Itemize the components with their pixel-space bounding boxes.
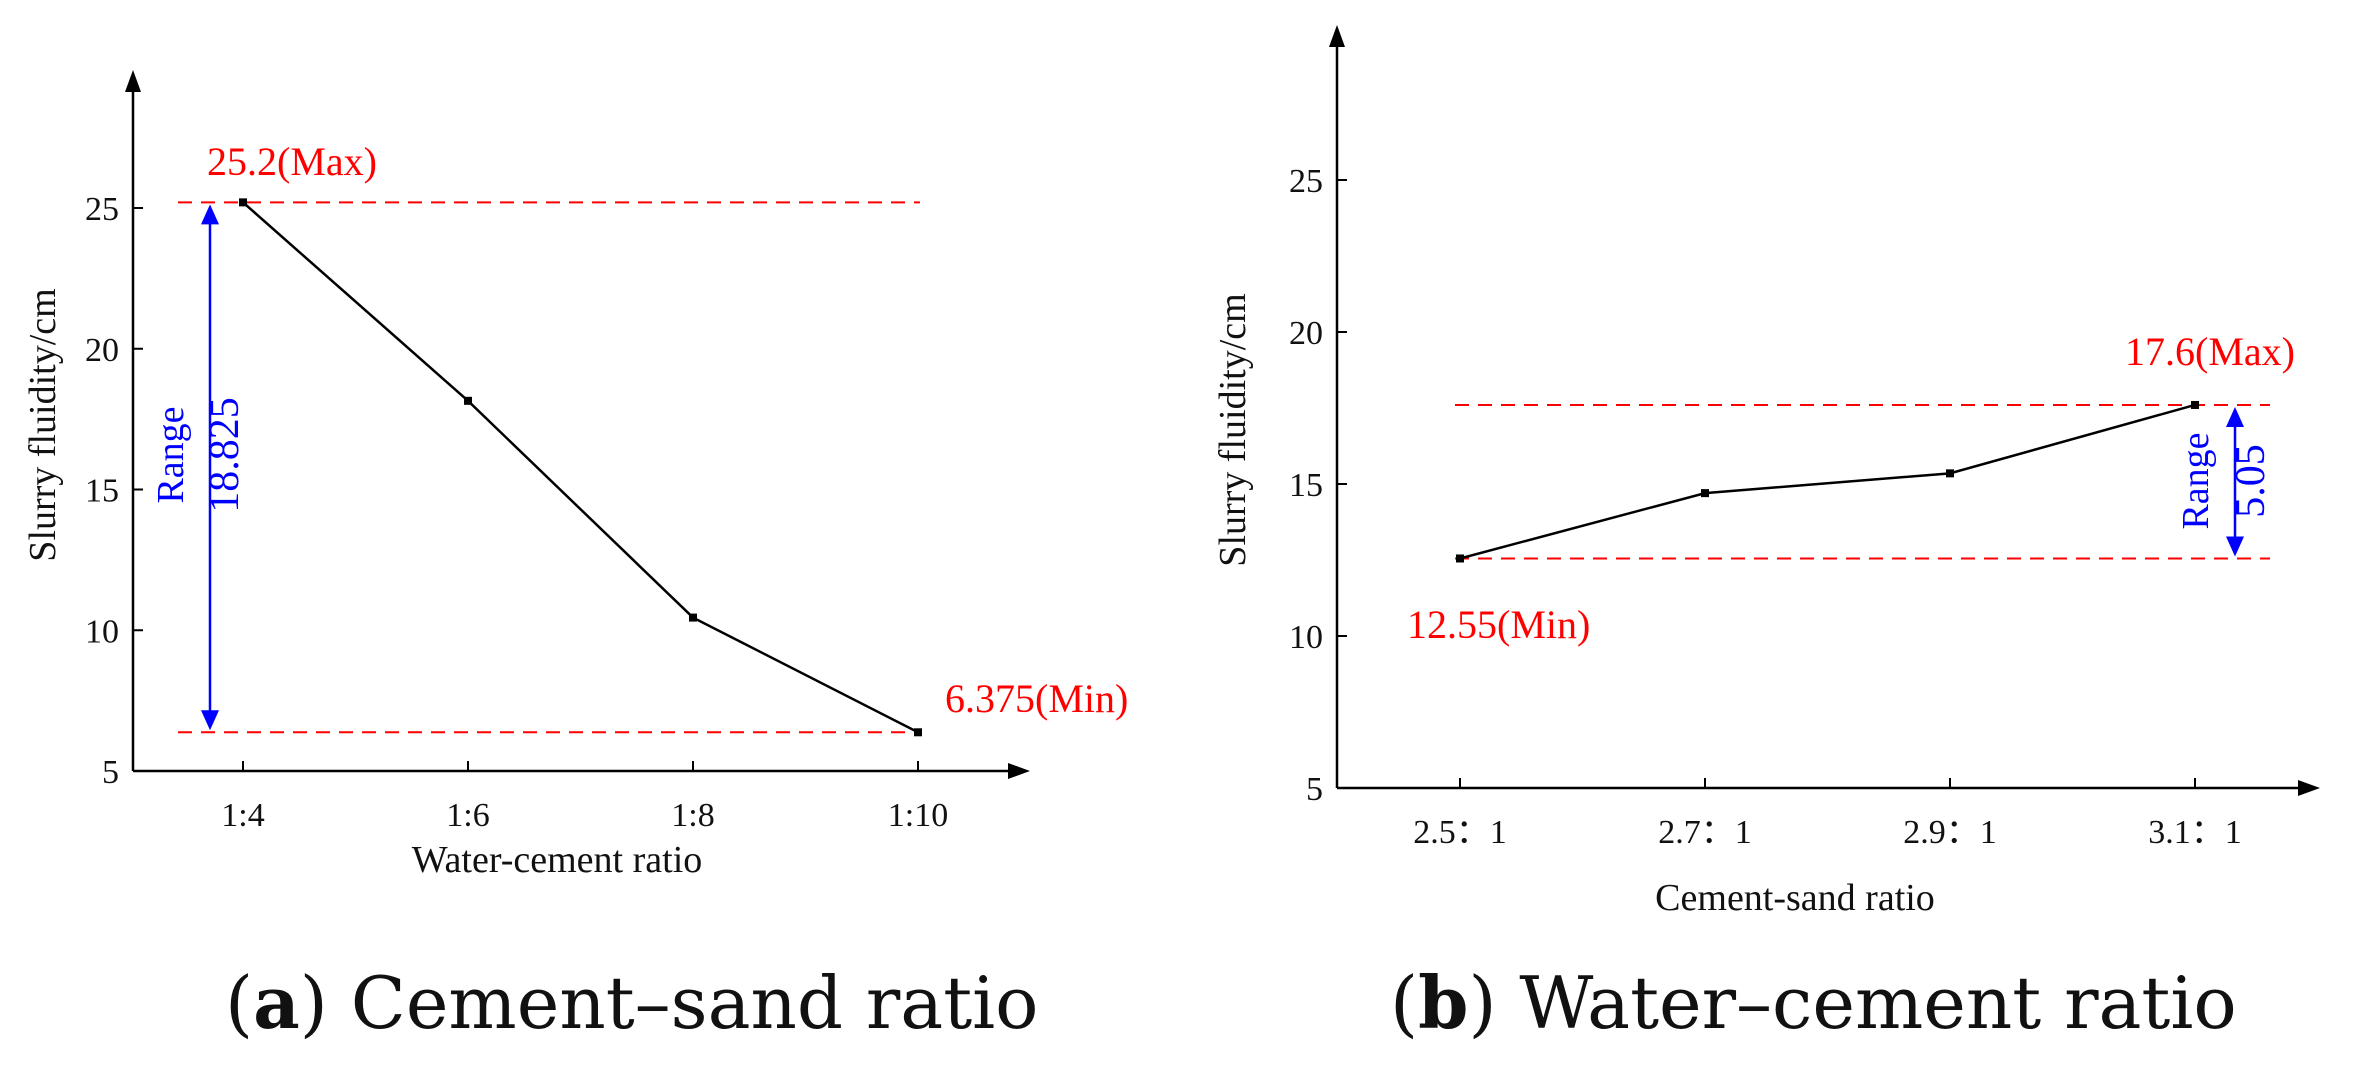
caption-b-text: Water–cement ratio	[1519, 961, 2237, 1045]
y-axis-arrow-b	[1329, 25, 1345, 47]
chart-panel-b: 5 10 15 20 25 2.5：1 2.7：1 2.9：1 3.1：1 Cement-sand…	[1212, 25, 2320, 919]
caption-a-text: Cement–sand ratio	[350, 961, 1039, 1045]
range-arrow-head-top-b	[2226, 406, 2244, 427]
max-label-a: 25.2(Max)	[207, 139, 377, 184]
y-axis-arrow-a	[125, 70, 141, 92]
data-point-b-0	[1456, 554, 1464, 563]
range-arrow-head-top-a	[201, 204, 219, 225]
caption-b: (b) Water–cement ratio	[1390, 960, 2237, 1045]
y-tick-label-a-5: 5	[102, 754, 119, 791]
y-tick-label-a-15: 15	[85, 473, 119, 510]
min-label-b: 12.55(Min)	[1407, 602, 1590, 647]
x-tick-label-a-3: 1:10	[888, 797, 948, 834]
x-axis-arrow-a	[1008, 763, 1030, 779]
series-line-a	[242, 201, 919, 734]
x-tick-label-a-0: 1:4	[221, 797, 264, 834]
data-point-a-0	[239, 198, 247, 207]
caption-a-letter: a	[253, 960, 300, 1045]
data-point-b-3	[2191, 400, 2199, 409]
x-tick-label-b-2: 2.9：1	[1903, 814, 1997, 851]
y-tick-label-b-5: 5	[1306, 771, 1323, 808]
x-axis-arrow-b	[2298, 780, 2320, 796]
max-label-b: 17.6(Max)	[2125, 329, 2295, 374]
y-tick-label-a-25: 25	[85, 191, 119, 228]
chart-panel-a: 5 10 15 20 25 1:4 1:6 1:8 1:10 Water-cement ratio…	[22, 70, 1128, 881]
data-point-a-1	[464, 396, 472, 405]
y-tick-label-a-20: 20	[85, 332, 119, 369]
y-axis-label-b: Slurry fluidity/cm	[1212, 293, 1254, 566]
x-tick-label-a-2: 1:8	[671, 797, 714, 834]
range-value-b: 5.05	[2228, 444, 2274, 518]
data-point-b-1	[1701, 489, 1709, 498]
data-point-a-2	[689, 613, 697, 622]
caption-b-letter: b	[1418, 960, 1469, 1045]
range-word-a: Range	[150, 406, 192, 503]
x-tick-label-a-1: 1:6	[446, 797, 489, 834]
x-axis-label-a: Water-cement ratio	[412, 839, 703, 881]
y-tick-label-b-15: 15	[1289, 467, 1323, 504]
y-tick-label-a-10: 10	[85, 613, 119, 650]
y-axis-label-a: Slurry fluidity/cm	[22, 288, 64, 561]
y-tick-label-b-25: 25	[1289, 163, 1323, 200]
y-tick-label-b-20: 20	[1289, 315, 1323, 352]
data-point-a-3	[914, 728, 922, 737]
x-axis-label-b: Cement-sand ratio	[1655, 877, 1935, 919]
x-tick-label-b-3: 3.1：1	[2148, 814, 2242, 851]
min-label-a: 6.375(Min)	[945, 676, 1128, 721]
data-point-b-2	[1946, 469, 1954, 478]
range-value-a: 18.825	[202, 397, 248, 513]
x-tick-label-b-0: 2.5：1	[1413, 814, 1507, 851]
series-line-b	[1459, 403, 2196, 560]
range-word-b: Range	[2175, 432, 2217, 529]
y-tick-label-b-10: 10	[1289, 619, 1323, 656]
range-arrow-head-bottom-b	[2226, 536, 2244, 557]
caption-a: (a) Cement–sand ratio	[225, 960, 1039, 1045]
x-tick-label-b-1: 2.7：1	[1658, 814, 1752, 851]
range-arrow-head-bottom-a	[201, 710, 219, 731]
